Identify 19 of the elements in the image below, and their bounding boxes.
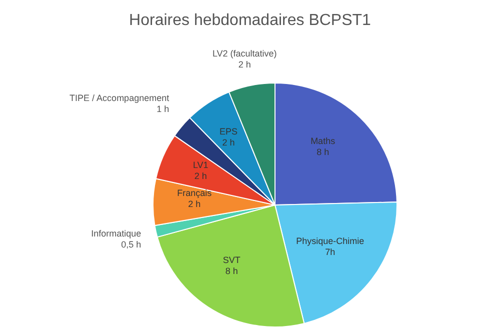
slice-label: SVT: [222, 255, 241, 266]
data-label: 2 h: [188, 199, 201, 210]
data-label: 8 h: [316, 146, 330, 157]
slice-label: EPS: [220, 126, 238, 137]
slice-label: Physique-Chimie: [296, 236, 364, 246]
data-label: 2 h: [194, 170, 207, 181]
slice-label: Informatique: [91, 228, 142, 238]
data-label: 0,5 h: [121, 239, 142, 250]
data-label: 2 h: [222, 138, 235, 148]
data-label: 2 h: [238, 59, 251, 70]
slice-label: TIPE / Accompagnement: [70, 92, 170, 103]
chart-title: Horaires hebdomadaires BCPST1: [128, 11, 372, 31]
slice-label: LV2 (facultative): [212, 48, 277, 58]
slice-label: Français: [177, 188, 212, 198]
data-label: 8 h: [225, 266, 238, 276]
data-label: 1 h: [156, 104, 170, 114]
data-label: 7h: [325, 246, 336, 257]
slice-label: LV1: [192, 160, 208, 170]
slice-label: Maths: [310, 136, 336, 146]
